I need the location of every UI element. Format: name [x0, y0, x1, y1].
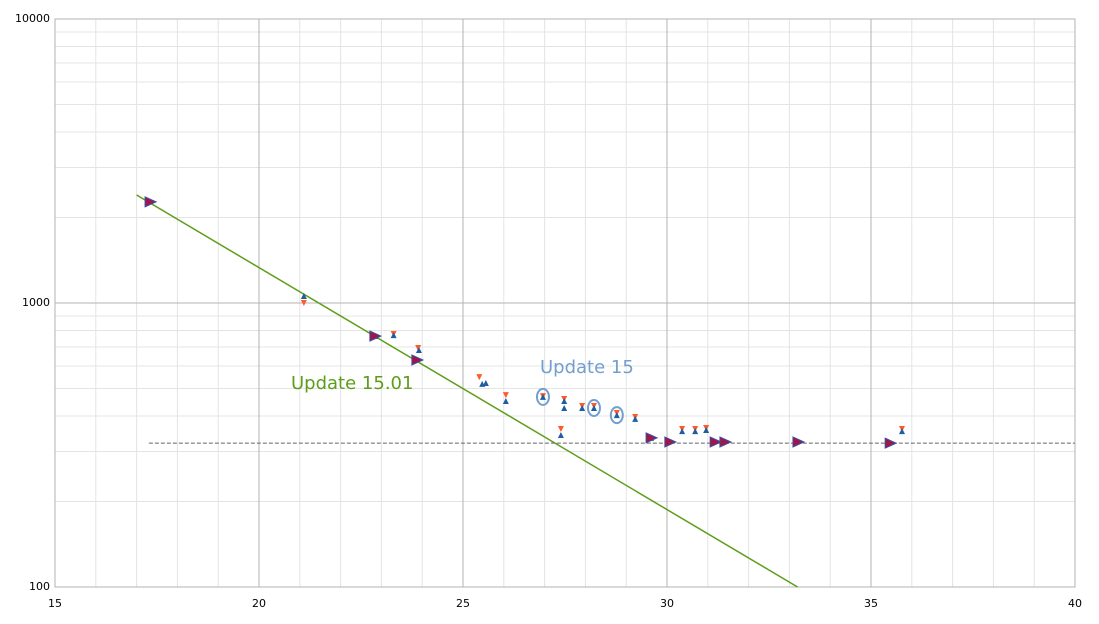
point: [411, 354, 425, 366]
y-tick-label: 100: [29, 580, 50, 593]
point: [645, 432, 659, 444]
point: [719, 436, 733, 448]
x-tick-label: 35: [864, 597, 878, 610]
highlight-ring: [535, 387, 550, 406]
annotation: Update 15: [540, 357, 634, 378]
point: [415, 347, 422, 354]
y-tick-label: 10000: [15, 12, 50, 25]
point: [664, 436, 678, 448]
point: [369, 330, 383, 342]
point: [709, 436, 723, 448]
point: [415, 345, 422, 352]
highlight-ring: [609, 406, 624, 425]
point: [692, 428, 699, 435]
point: [632, 415, 639, 422]
point: [502, 397, 509, 404]
point: [482, 379, 489, 386]
x-tick-label: 30: [660, 597, 674, 610]
point: [390, 332, 397, 339]
point: [476, 374, 483, 381]
point: [300, 300, 307, 306]
annotation: Update 15.01: [291, 373, 413, 394]
point: [561, 397, 568, 404]
highlight-ring: [586, 398, 601, 417]
point: [792, 436, 806, 448]
point: [539, 393, 546, 400]
x-tick-label: 25: [456, 597, 470, 610]
point: [300, 293, 307, 300]
point: [899, 428, 906, 435]
plot-border: [54, 18, 1076, 588]
point: [557, 426, 564, 433]
point: [557, 431, 564, 438]
x-tick-label: 40: [1068, 597, 1082, 610]
point: [579, 404, 586, 411]
x-tick-label: 15: [48, 597, 62, 610]
point: [884, 437, 898, 449]
point: [703, 427, 710, 434]
point: [144, 196, 158, 208]
point: [561, 404, 568, 411]
point: [613, 412, 620, 419]
point: [679, 428, 686, 435]
trend-line: [136, 194, 798, 588]
y-tick-label: 1000: [22, 296, 50, 309]
x-tick-label: 20: [252, 597, 266, 610]
point: [502, 392, 509, 399]
point: [590, 404, 597, 411]
